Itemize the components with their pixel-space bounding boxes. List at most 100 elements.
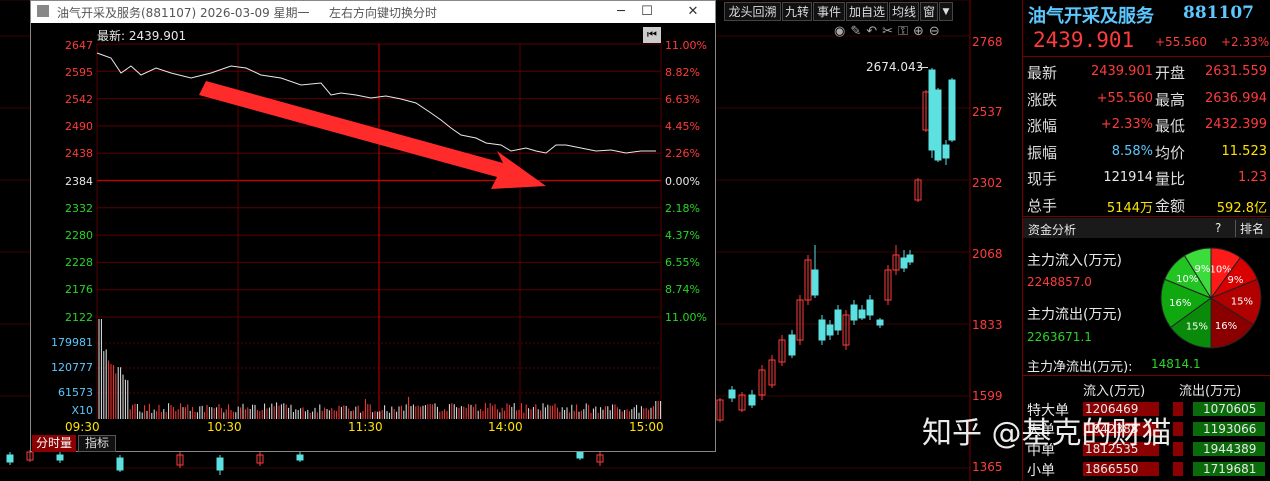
- candle-body: [57, 455, 63, 460]
- kline-axis-label: 2302: [972, 176, 1003, 190]
- popup-title: 油气开采及服务(881107) 2026-03-09 星期一: [57, 4, 310, 21]
- minimize-icon[interactable]: ─: [609, 2, 633, 22]
- toolbar-dropdown-icon[interactable]: ▼: [939, 2, 953, 21]
- rank-button[interactable]: 排名: [1235, 220, 1264, 237]
- toolbar-longtou-button[interactable]: 龙头回溯: [724, 2, 781, 21]
- pct-axis-label: 2.26%: [665, 147, 700, 160]
- fund-pie-chart: 10%9%15%16%15%16%10%9%: [1159, 246, 1263, 350]
- net-outflow-value: 14814.1: [1151, 357, 1201, 371]
- candle-body: [827, 325, 833, 335]
- net-outflow-label: 主力净流出(万元):: [1027, 356, 1133, 375]
- brush-icon[interactable]: ✎: [850, 24, 861, 39]
- quote-label: 现手: [1027, 168, 1057, 189]
- scissors-icon[interactable]: ✂: [882, 24, 893, 39]
- pct-axis-label: 8.74%: [665, 283, 700, 296]
- time-axis-label: 11:30: [348, 420, 383, 434]
- kline-axis-label: 2537: [972, 105, 1003, 119]
- pie-label: 10%: [1176, 274, 1198, 285]
- eye-icon[interactable]: ◉: [834, 24, 845, 39]
- pie-label: 15%: [1231, 297, 1253, 308]
- tab-volume[interactable]: 分时量: [32, 435, 76, 452]
- volume-axis-label: 61573: [31, 386, 93, 399]
- zoom-out-icon[interactable]: ⊖: [929, 24, 940, 39]
- candle-body: [859, 310, 865, 318]
- pct-axis-label: 11.00%: [665, 311, 707, 324]
- maximize-icon[interactable]: ☐: [635, 2, 659, 22]
- app-icon: [37, 5, 49, 17]
- pie-label: 9%: [1195, 264, 1211, 275]
- quote-value: 5144万: [1083, 197, 1153, 216]
- pct-axis-label: 4.45%: [665, 120, 700, 133]
- candle-body: [729, 390, 735, 398]
- price-axis-label: 2176: [31, 283, 93, 296]
- time-axis-label: 15:00: [629, 420, 664, 434]
- quote-label: 振幅: [1027, 142, 1057, 163]
- candle-body: [907, 255, 913, 262]
- high-price-label: 2674.043: [866, 60, 923, 74]
- quote-value: 2636.994: [1191, 91, 1267, 106]
- stock-name: 油气开采及服务: [1028, 2, 1154, 28]
- toolbar-event-button[interactable]: 事件: [813, 2, 845, 21]
- high-price-marker: [918, 67, 928, 68]
- pie-label: 16%: [1169, 298, 1191, 309]
- time-axis-label: 10:30: [207, 420, 242, 434]
- toolbar-jiuzhuan-button[interactable]: 九转: [782, 2, 812, 21]
- time-axis-label: 09:30: [65, 420, 100, 434]
- quote-value: 2439.901: [1083, 64, 1153, 79]
- kline-axis-label: 1833: [972, 318, 1003, 332]
- flow-row-name: 小单: [1027, 460, 1055, 480]
- toolbar-add-watch-button[interactable]: 加自选: [846, 2, 888, 21]
- intraday-chart[interactable]: [31, 23, 715, 453]
- pct-axis-label: 6.63%: [665, 93, 700, 106]
- flow-out-value: 1070605: [1203, 402, 1256, 416]
- tab-indicator[interactable]: 指标: [78, 435, 116, 452]
- kline-axis-label: 1365: [972, 460, 1003, 474]
- watermark: 知乎 @基克的财猫: [922, 408, 1172, 452]
- kline-axis-label: 1599: [972, 389, 1003, 403]
- pie-label: 16%: [1215, 321, 1237, 332]
- price-change-pct: +2.33%: [1221, 35, 1269, 49]
- lock-icon[interactable]: ⚿: [898, 24, 908, 39]
- fund-analysis-title: 资金分析: [1028, 221, 1076, 238]
- flow-in-value: 1866550: [1085, 462, 1138, 476]
- quote-label: 总手: [1027, 195, 1057, 216]
- pct-axis-label: 2.18%: [665, 202, 700, 215]
- stock-code: 881107: [1183, 3, 1254, 23]
- candle-body: [929, 70, 935, 150]
- outflow-value: 2263671.1: [1027, 330, 1092, 344]
- quote-label: 涨跌: [1027, 89, 1057, 110]
- quote-label: 量比: [1155, 168, 1185, 189]
- close-icon[interactable]: ✕: [681, 2, 705, 22]
- help-button[interactable]: ?: [1215, 221, 1221, 235]
- candle-body: [835, 310, 841, 330]
- quote-label: 最低: [1155, 115, 1185, 136]
- table-head-out: 流出(万元): [1179, 380, 1241, 399]
- candle-body: [217, 458, 223, 470]
- outflow-label: 主力流出(万元): [1027, 304, 1122, 324]
- price-axis-label: 2122: [31, 311, 93, 324]
- zoom-in-icon[interactable]: ⊕: [913, 24, 924, 39]
- price-axis-label: 2647: [31, 39, 93, 52]
- quote-value: 8.58%: [1083, 144, 1153, 159]
- chart-tools: ◉ ✎ ↶ ✂ ⚿ ⊕ ⊖: [834, 24, 940, 39]
- candle-body: [851, 305, 857, 320]
- price-axis-label: 2384: [31, 175, 93, 188]
- quote-value: +55.560: [1083, 91, 1153, 106]
- undo-icon[interactable]: ↶: [866, 24, 877, 39]
- price-axis-label: 2595: [31, 66, 93, 79]
- toolbar-window-button[interactable]: 窗: [920, 2, 938, 21]
- pct-axis-label: 0.00%: [665, 175, 700, 188]
- quote-value: 2432.399: [1191, 117, 1267, 132]
- candle-body: [749, 395, 755, 405]
- candle-body: [297, 455, 303, 460]
- quote-label: 最新: [1027, 62, 1057, 83]
- inflow-value: 2248857.0: [1027, 275, 1092, 289]
- toolbar-ma-button[interactable]: 均线: [889, 2, 919, 21]
- current-price: 2439.901: [1033, 28, 1134, 52]
- kline-axis-label: 2068: [972, 247, 1003, 261]
- candle-body: [789, 335, 795, 355]
- candle-body: [935, 90, 941, 160]
- quote-label: 均价: [1155, 142, 1185, 163]
- price-axis-label: 2228: [31, 256, 93, 269]
- pct-axis-label: 8.82%: [665, 66, 700, 79]
